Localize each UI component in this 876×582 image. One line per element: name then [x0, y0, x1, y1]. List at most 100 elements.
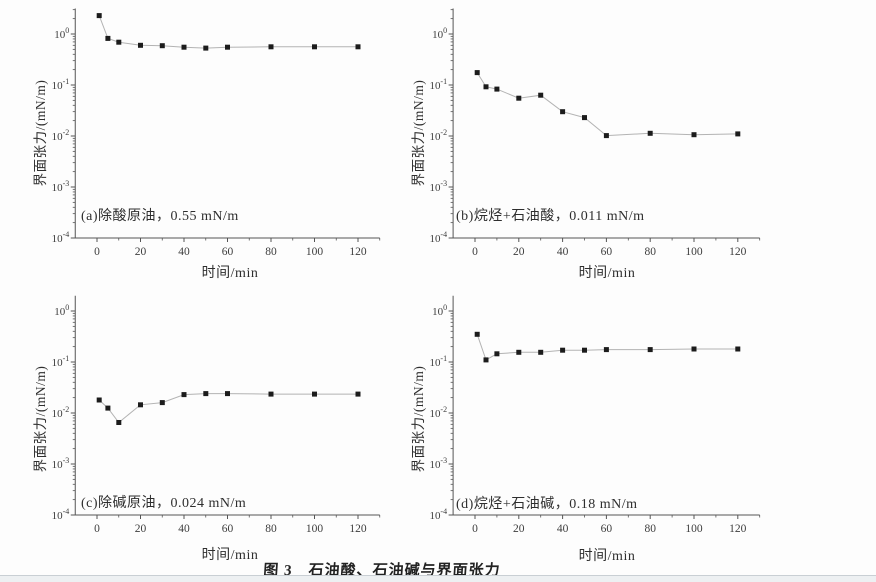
- panel-a-series-markers: [96, 13, 361, 51]
- y-tick-label: 10-2: [429, 405, 447, 420]
- panel-b-xaxis-label: 时间/min: [578, 266, 636, 281]
- data-point: [96, 13, 102, 19]
- panel-c-chart: 100 10-1 10-2 10-3 10-4 0 20 40 60 80 100 120: [52, 295, 381, 535]
- y-tick-label: 10-2: [429, 128, 447, 143]
- panel-c-series-markers: [96, 391, 361, 425]
- y-tick-label: 100: [54, 26, 69, 41]
- panel-d-series-line: [476, 334, 738, 361]
- panel-d-series-markers: [474, 331, 741, 363]
- data-point: [603, 133, 609, 139]
- data-point: [268, 391, 274, 397]
- x-tick-label: 40: [557, 246, 569, 258]
- y-tick-label: 10-2: [52, 128, 70, 143]
- y-tick-label: 10-4: [52, 230, 70, 245]
- panel-c-yaxis-label: 界面张力/(mN/m): [33, 365, 48, 473]
- data-point: [647, 130, 653, 136]
- panel-b-chart: 100 10-1 10-2 10-3 10-4 0 20 40 60 80 100 120: [429, 8, 761, 258]
- data-point: [483, 84, 489, 90]
- data-point: [516, 95, 522, 101]
- data-point: [691, 132, 697, 138]
- y-tick-label: 100: [432, 303, 447, 318]
- y-tick-label: 10-4: [52, 507, 70, 522]
- x-tick-label: 0: [472, 523, 478, 535]
- x-tick-label: 20: [135, 246, 147, 258]
- x-tick-label: 100: [306, 523, 324, 535]
- data-point: [203, 391, 209, 397]
- y-tick-label: 10-4: [429, 507, 447, 522]
- panel-a-chart: 100 10-1 10-2 10-3 10-4 0 20 40 60 80 100 120: [52, 8, 381, 258]
- data-point: [647, 347, 653, 353]
- panel-c-caption: (c)除碱原油，0.024 mN/m: [81, 496, 247, 511]
- y-tick-label: 10-1: [52, 354, 70, 369]
- x-tick-label: 40: [178, 523, 190, 535]
- data-point: [355, 44, 361, 50]
- panel-c-xaxis-label: 时间/min: [201, 548, 259, 563]
- data-point: [516, 349, 522, 355]
- x-tick-label: 0: [472, 246, 478, 258]
- x-tick-label: 100: [306, 246, 324, 258]
- data-point: [116, 420, 122, 425]
- data-point: [355, 391, 361, 397]
- data-point: [735, 346, 741, 352]
- data-point: [96, 397, 102, 403]
- data-point: [538, 349, 544, 355]
- panel-b-series-line: [476, 72, 738, 137]
- x-tick-label: 100: [685, 246, 703, 258]
- data-point: [494, 351, 500, 357]
- panel-a-caption: (a)除酸原油，0.55 mN/m: [81, 209, 239, 224]
- panel-b-caption: (b)烷烃+石油酸，0.011 mN/m: [456, 209, 645, 224]
- data-point: [483, 357, 489, 363]
- x-tick-label: 120: [729, 523, 747, 535]
- panel-d-caption: (d)烷烃+石油碱，0.18 mN/m: [456, 497, 638, 512]
- data-point: [560, 347, 566, 353]
- y-tick-label: 10-3: [429, 179, 447, 194]
- y-tick-label: 10-1: [52, 77, 70, 92]
- data-point: [735, 131, 741, 137]
- x-tick-label: 80: [265, 246, 277, 258]
- data-point: [560, 109, 566, 115]
- data-point: [603, 347, 609, 353]
- data-point: [312, 44, 317, 50]
- data-point: [203, 45, 209, 51]
- y-tick-label: 10-3: [52, 179, 70, 194]
- x-tick-label: 100: [685, 523, 703, 535]
- data-point: [312, 391, 317, 397]
- panel-c-series-line: [98, 393, 358, 424]
- y-tick-label: 10-3: [429, 456, 447, 471]
- x-tick-label: 80: [265, 523, 277, 535]
- data-point: [225, 44, 230, 50]
- y-tick-label: 10-1: [429, 354, 447, 369]
- data-point: [159, 43, 165, 49]
- x-tick-label: 40: [178, 246, 190, 258]
- data-point: [159, 400, 165, 406]
- x-tick-label: 0: [94, 523, 100, 535]
- data-point: [105, 35, 111, 41]
- x-tick-label: 40: [557, 523, 569, 535]
- data-point: [494, 86, 500, 92]
- y-tick-label: 10-2: [52, 405, 70, 420]
- x-tick-label: 60: [222, 246, 234, 258]
- x-tick-label: 60: [601, 246, 613, 258]
- panel-b-series-markers: [474, 70, 741, 139]
- x-tick-label: 20: [135, 523, 147, 535]
- data-point: [474, 331, 480, 337]
- data-point: [138, 42, 143, 48]
- data-point: [268, 44, 274, 50]
- data-point: [116, 39, 122, 45]
- y-tick-label: 100: [432, 26, 447, 41]
- y-tick-label: 10-4: [429, 230, 447, 245]
- y-tick-label: 100: [54, 303, 69, 318]
- y-tick-label: 10-3: [52, 456, 70, 471]
- x-tick-label: 80: [644, 246, 656, 258]
- data-point: [181, 392, 187, 398]
- y-tick-label: 10-1: [429, 77, 447, 92]
- x-tick-label: 120: [349, 523, 367, 535]
- x-tick-label: 120: [729, 246, 747, 258]
- data-point: [538, 92, 544, 98]
- data-point: [225, 391, 230, 397]
- data-point: [582, 347, 587, 353]
- data-point: [181, 44, 187, 50]
- data-point: [474, 70, 480, 76]
